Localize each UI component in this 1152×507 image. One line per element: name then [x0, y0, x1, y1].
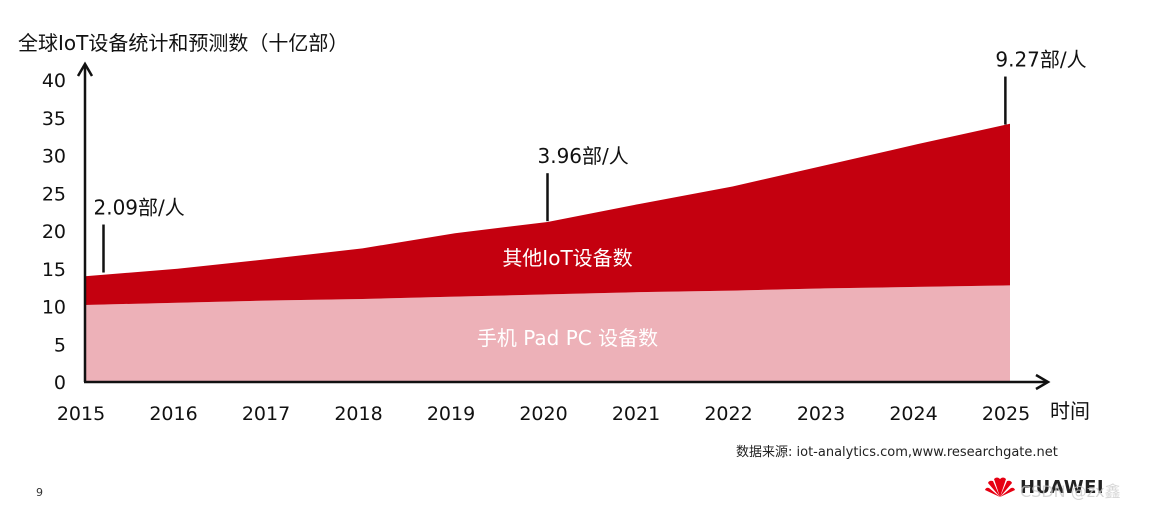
x-tick-label: 2022 — [704, 403, 752, 425]
y-tick-label: 0 — [54, 372, 66, 394]
y-axis-arrow-icon — [76, 61, 94, 77]
annotation-label: 3.96部/人 — [538, 144, 629, 168]
y-tick-label: 5 — [54, 334, 66, 356]
huawei-logo: HUAWEI — [984, 475, 1104, 499]
x-tick-label: 2020 — [519, 403, 567, 425]
x-axis-arrow-icon — [1035, 373, 1051, 391]
x-tick-label: 2025 — [982, 403, 1030, 425]
annotation-label: 9.27部/人 — [995, 48, 1086, 72]
series-label-0: 手机 Pad PC 设备数 — [477, 326, 658, 350]
source-citation: 数据来源: iot-analytics.com,www.researchgate… — [736, 445, 1058, 460]
x-tick-label: 2024 — [889, 403, 937, 425]
y-tick-label: 25 — [42, 183, 66, 205]
y-tick-label: 15 — [42, 259, 66, 281]
x-tick-label: 2015 — [57, 403, 105, 425]
x-axis-label: 时间 — [1050, 399, 1090, 423]
annotation-label: 2.09部/人 — [94, 196, 185, 220]
page-number: 9 — [36, 486, 43, 499]
x-tick-label: 2019 — [427, 403, 475, 425]
annotations: 2.09部/人 3.96部/人 9.27部/人 — [94, 48, 1087, 273]
chart-title: 全球IoT设备统计和预测数（十亿部） — [18, 31, 348, 55]
watermark: CSDN @zx鑫 — [1020, 482, 1121, 501]
chart-axes — [76, 61, 1051, 391]
x-tick-label: 2017 — [242, 403, 290, 425]
x-tick-label: 2023 — [797, 403, 845, 425]
y-tick-label: 35 — [42, 108, 66, 130]
series-area-0 — [85, 285, 1010, 382]
y-tick-label: 10 — [42, 297, 66, 319]
y-tick-labels: 0 5 10 15 20 25 30 35 40 — [42, 70, 66, 394]
series-label-1: 其他IoT设备数 — [502, 246, 632, 270]
x-tick-labels: 2015 2016 2017 2018 2019 2020 2021 2022 2023 2024… — [57, 403, 1030, 425]
brand-name: HUAWEI — [1020, 476, 1105, 498]
series-area-1 — [85, 123, 1010, 305]
huawei-flower-icon — [985, 477, 1015, 497]
y-tick-label: 20 — [42, 221, 66, 243]
y-tick-label: 30 — [42, 146, 66, 168]
x-tick-label: 2021 — [612, 403, 660, 425]
y-tick-label: 40 — [42, 70, 66, 92]
x-tick-label: 2016 — [149, 403, 197, 425]
x-tick-label: 2018 — [334, 403, 382, 425]
